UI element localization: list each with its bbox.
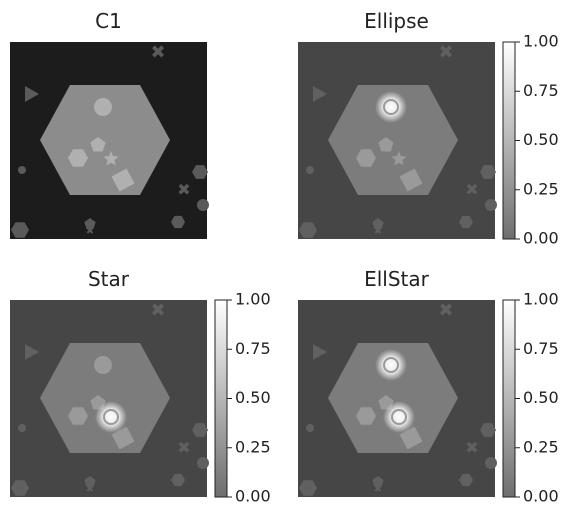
cross-shape: ✖ xyxy=(86,226,94,237)
cross-shape: ✖ xyxy=(438,300,453,321)
circle-shape xyxy=(197,199,209,211)
panel-title: Ellipse xyxy=(364,9,429,33)
cross-shape: ✖ xyxy=(374,484,382,495)
panel: ✖ ✖ ✖ xyxy=(10,300,209,497)
colorbar-tick-label: 0.00 xyxy=(523,229,559,248)
circle-shape xyxy=(306,424,314,432)
colorbar: 0.00 0.25 0.50 0.75 1.00 xyxy=(503,290,559,506)
circle-shape xyxy=(197,457,209,469)
colorbar-tick-label: 0.75 xyxy=(523,339,559,358)
panel-title: Star xyxy=(88,267,130,291)
colorbar-tick-label: 0.00 xyxy=(235,487,271,506)
cross-shape: ✖ xyxy=(438,42,453,63)
colorbar-tick-label: 0.25 xyxy=(523,437,559,456)
colorbar: 0.00 0.25 0.50 0.75 1.00 xyxy=(503,32,559,248)
circle-shape xyxy=(485,457,497,469)
circle-shape xyxy=(18,166,26,174)
saliency-glow xyxy=(375,91,407,123)
colorbar-tick-label: 1.00 xyxy=(235,290,271,309)
saliency-glow xyxy=(383,401,415,433)
panel-title: C1 xyxy=(95,9,122,33)
cross-shape: ✖ xyxy=(150,300,165,321)
panel: ✖ ✖ ✖ xyxy=(298,300,497,497)
cross-shape: ✖ xyxy=(86,484,94,495)
colorbar-tick-label: 0.50 xyxy=(523,130,559,149)
colorbar-gradient xyxy=(503,300,515,497)
colorbar: 0.00 0.25 0.50 0.75 1.00 xyxy=(215,290,271,506)
cross-shape: ✖ xyxy=(177,180,190,199)
saliency-glow xyxy=(375,349,407,381)
circle-shape xyxy=(18,424,26,432)
colorbar-tick-label: 0.50 xyxy=(523,388,559,407)
panel-title: EllStar xyxy=(364,267,430,291)
saliency-glow xyxy=(95,401,127,433)
cross-shape: ✖ xyxy=(177,438,190,457)
cross-shape: ✖ xyxy=(465,180,478,199)
figure: ✖ ✖ ✖ C1 ✖ ✖ ✖ Ellipse 0.00 0.25 0.50 0.75 1.00 ✖ ✖ ✖ St… xyxy=(0,0,574,511)
colorbar-tick-label: 0.75 xyxy=(523,81,559,100)
colorbar-tick-label: 1.00 xyxy=(523,290,559,309)
circle-shape xyxy=(306,166,314,174)
circle-shape xyxy=(94,356,112,374)
cross-shape: ✖ xyxy=(150,42,165,63)
colorbar-tick-label: 0.25 xyxy=(523,179,559,198)
colorbar-tick-label: 0.50 xyxy=(235,388,271,407)
panel: ✖ ✖ ✖ xyxy=(10,42,209,239)
colorbar-tick-label: 0.25 xyxy=(235,437,271,456)
colorbar-tick-label: 1.00 xyxy=(523,32,559,51)
colorbar-gradient xyxy=(503,42,515,239)
colorbar-gradient xyxy=(215,300,227,497)
cross-shape: ✖ xyxy=(465,438,478,457)
circle-shape xyxy=(485,199,497,211)
colorbar-tick-label: 0.75 xyxy=(235,339,271,358)
circle-shape xyxy=(94,98,112,116)
colorbar-tick-label: 0.00 xyxy=(523,487,559,506)
panel: ✖ ✖ ✖ xyxy=(298,42,497,239)
cross-shape: ✖ xyxy=(374,226,382,237)
